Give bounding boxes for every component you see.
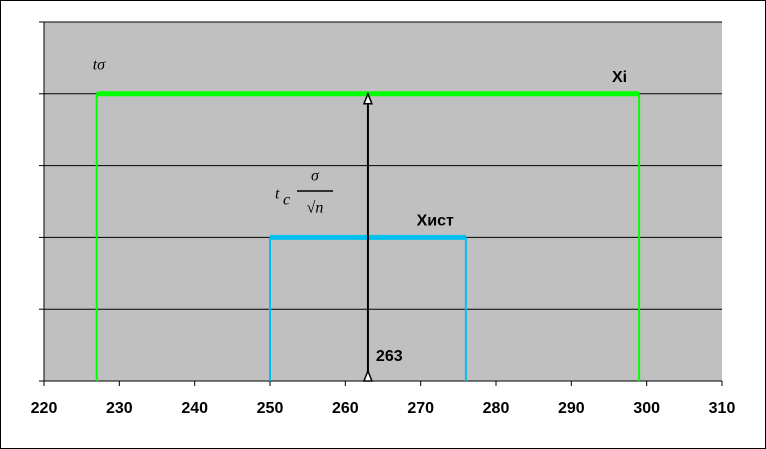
x-tick-label: 290 bbox=[558, 400, 585, 417]
x-tick-label: 260 bbox=[332, 400, 359, 417]
arrow-head bbox=[362, 368, 374, 382]
x-tick-label: 310 bbox=[709, 400, 736, 417]
annotation-den: √n bbox=[307, 200, 324, 217]
x-tick-label: 280 bbox=[483, 400, 510, 417]
series-label: Хист bbox=[417, 213, 454, 230]
x-tick-label: 270 bbox=[407, 400, 434, 417]
x-tick-label: 240 bbox=[181, 400, 208, 417]
x-tick-label: 230 bbox=[106, 400, 133, 417]
plot-area bbox=[44, 22, 722, 381]
series-label: Xi bbox=[612, 69, 627, 86]
annotation-t: t bbox=[275, 186, 280, 203]
x-tick-label: 300 bbox=[633, 400, 660, 417]
annotation-wide: tσ bbox=[93, 56, 106, 73]
arrow-head bbox=[362, 91, 374, 105]
annotation-num: σ bbox=[311, 168, 320, 185]
mean-label: 263 bbox=[376, 348, 403, 365]
annotation-sub: c bbox=[283, 192, 290, 209]
x-tick-label: 220 bbox=[31, 400, 58, 417]
x-tick-label: 250 bbox=[257, 400, 284, 417]
